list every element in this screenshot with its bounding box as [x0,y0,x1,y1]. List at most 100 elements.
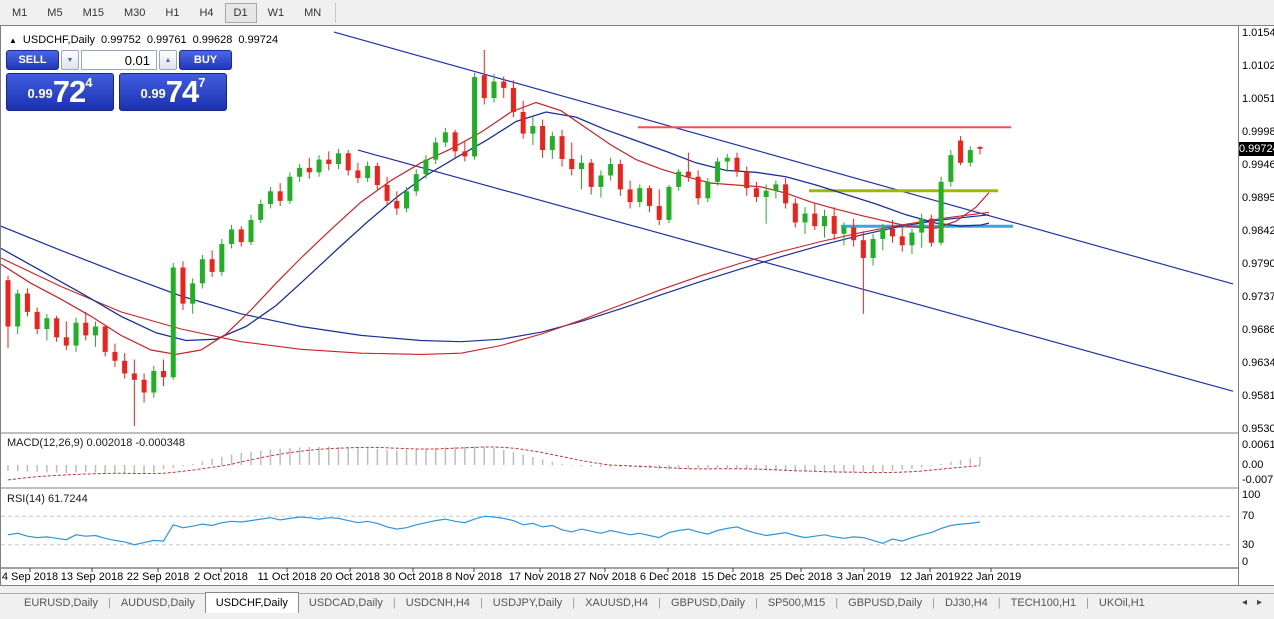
chart-tab-ukoil-h1[interactable]: UKOil,H1 [1098,597,1145,609]
tab-separator: | [107,597,111,609]
timeframe-button-H1[interactable]: H1 [165,6,180,19]
sell-button[interactable]: SELL [6,50,59,70]
macd-indicator-label: MACD(12,26,9) 0.002018 -0.000348 [7,437,185,449]
chart-tab-audusd-daily[interactable]: AUDUSD,Daily [120,597,195,609]
date-tick-label: 22 Sep 2018 [126,571,190,583]
price-tick-label: 1.01545 [1242,27,1274,39]
chart-tab-tech100-h1[interactable]: TECH100,H1 [1010,597,1077,609]
macd-tick-label: -0.007142 [1242,474,1274,486]
timeframe-toolbar: M1 M5 M15 M30 H1 H4 D1 W1 MN [0,0,1274,25]
buy-price-pip: 7 [198,75,206,90]
timeframe-button-M1[interactable]: M1 [12,6,28,19]
date-tick-label: 30 Oct 2018 [383,571,443,583]
tab-scroll-controls: ◂ ▸ [1242,594,1274,613]
price-tick-label: 1.01020 [1242,60,1274,72]
timeframe-button-H4[interactable]: H4 [199,6,214,19]
chart-tab-usdcnh-h4[interactable]: USDCNH,H4 [405,597,470,609]
price-tick-label: 0.98425 [1242,225,1274,237]
chart-tab-gbpusd-daily[interactable]: GBPUSD,Daily [670,597,745,609]
chart-tab-gbpusd-daily[interactable]: GBPUSD,Daily [848,597,923,609]
chart-tab-dj30-h4[interactable]: DJ30,H4 [944,597,988,609]
buy-price-main: 74 [165,74,199,109]
sell-price-button[interactable]: 0.99 72 4 [6,73,114,111]
buy-price-prefix: 0.99 [140,86,166,101]
chart-tab-eurusd-daily[interactable]: EURUSD,Daily [24,597,98,609]
date-tick-label: 12 Jan 2019 [899,571,961,583]
tab-separator: | [835,597,839,609]
chart-tab-usdjpy-daily[interactable]: USDJPY,Daily [492,597,563,609]
symbol-name: USDCHF,Daily [22,34,96,46]
date-tick-label: 13 Sep 2018 [60,571,124,583]
macd-tick-label: 0.006137 [1242,439,1274,451]
tab-separator: | [997,597,1001,609]
volume-input[interactable] [81,50,157,70]
price-tick-label: 0.96865 [1242,324,1274,336]
one-click-panel-arrow-icon[interactable]: ▲ [9,35,17,45]
rsi-indicator-label: RSI(14) 61.7244 [7,493,88,505]
date-tick-label: 8 Nov 2018 [445,571,503,583]
volume-increase-icon[interactable]: ▲ [159,50,177,70]
sell-price-pip: 4 [85,75,93,90]
timeframe-button-D1[interactable]: D1 [224,2,257,23]
chart-tab-usdchf-daily[interactable]: USDCHF,Daily [204,592,299,613]
tab-scroll-right-icon[interactable]: ▸ [1256,597,1262,608]
price-tick-label: 0.95305 [1242,423,1274,435]
window-bottom-strip [0,586,1274,593]
rsi-tick-label: 100 [1242,489,1261,501]
tab-separator: | [754,597,758,609]
chart-canvas[interactable] [1,26,1238,585]
tab-separator: | [572,597,576,609]
tab-separator: | [479,597,483,609]
timeframe-button-W1[interactable]: W1 [267,6,285,19]
macd-tick-label: 0.00 [1242,459,1264,471]
one-click-trading-panel: SELL ▼ ▲ BUY 0.99 72 4 0.99 74 7 [6,50,232,111]
volume-decrease-icon[interactable]: ▼ [61,50,79,70]
date-tick-label: 20 Oct 2018 [320,571,380,583]
current-price-badge: 0.99724 [1239,141,1274,156]
date-tick-label: 6 Dec 2018 [639,571,697,583]
date-tick-label: 15 Dec 2018 [701,571,765,583]
rsi-tick-label: 30 [1242,539,1255,551]
date-tick-label: 3 Jan 2019 [836,571,892,583]
symbol-ohlc-header: ▲ USDCHF,Daily 0.99752 0.99761 0.99628 0… [9,34,278,46]
date-tick-label: 17 Nov 2018 [508,571,572,583]
tab-scroll-left-icon[interactable]: ◂ [1241,597,1247,608]
status-strip [0,613,1274,619]
timeframe-button-MN[interactable]: MN [304,6,322,19]
price-tick-label: 0.97375 [1242,291,1274,303]
ohlc-close: 0.99724 [238,34,279,46]
date-tick-label: 2 Oct 2018 [194,571,248,583]
chart-tab-usdcad-daily[interactable]: USDCAD,Daily [308,597,383,609]
timeframe-button-M15[interactable]: M15 [82,6,104,19]
tab-separator: | [932,597,935,609]
price-tick-label: 0.95815 [1242,390,1274,402]
chart-tab-bar: EURUSD,Daily | AUDUSD,Daily USDCHF,Daily USD… [0,592,1274,613]
buy-button[interactable]: BUY [179,50,232,70]
chart-tab-sp500-m15[interactable]: SP500,M15 [767,597,826,609]
buy-price-button[interactable]: 0.99 74 7 [119,73,227,111]
date-tick-label: 22 Jan 2019 [960,571,1022,583]
price-tick-label: 0.99985 [1242,126,1274,138]
date-tick-label: 27 Nov 2018 [573,571,637,583]
tab-separator: | [658,597,661,609]
sell-price-main: 72 [52,74,86,109]
chart-window: ▲ USDCHF,Daily 0.99752 0.99761 0.99628 0… [0,25,1274,586]
timeframe-button-M30[interactable]: M30 [123,6,146,19]
toolbar-separator [335,2,337,23]
date-tick-label: 25 Dec 2018 [769,571,833,583]
tab-separator: | [1086,597,1089,609]
ohlc-high: 0.99761 [146,34,187,46]
rsi-tick-label: 70 [1242,510,1255,522]
timeframe-button-M5[interactable]: M5 [47,6,63,19]
ohlc-open: 0.99752 [101,34,141,46]
tab-separator: | [392,597,396,609]
ohlc-low: 0.99628 [192,34,233,46]
chart-tab-xauusd-h4[interactable]: XAUUSD,H4 [585,597,649,609]
